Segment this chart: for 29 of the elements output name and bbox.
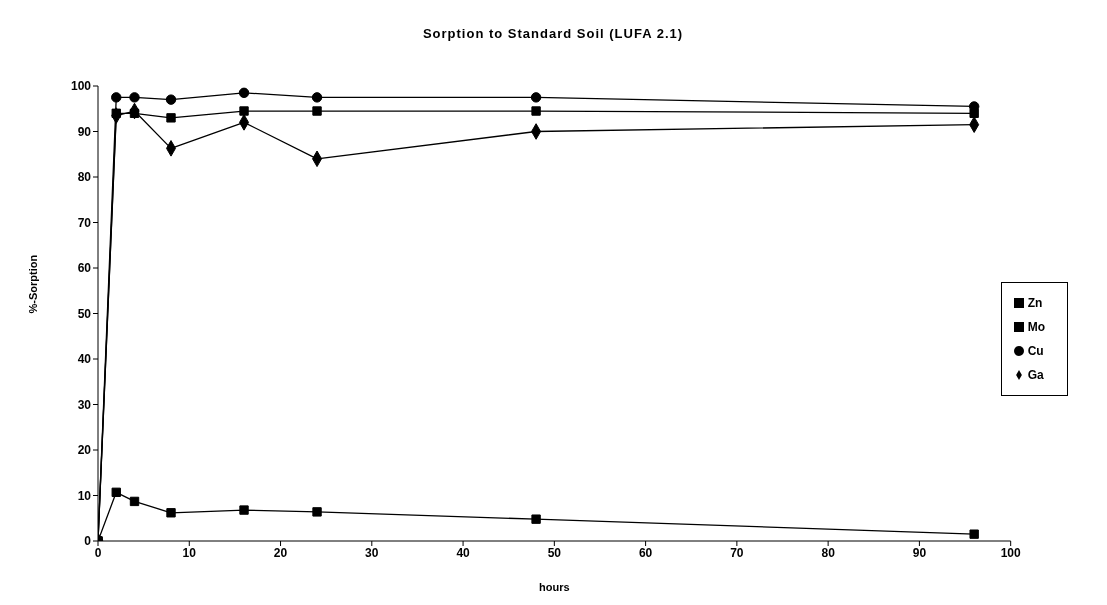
legend-label: Ga: [1027, 367, 1044, 382]
x-tick-label: 10: [182, 545, 197, 560]
legend-label: Zn: [1027, 295, 1043, 310]
x-axis-title: hours: [539, 581, 570, 593]
x-tick-label: 80: [821, 545, 836, 560]
y-tick-label: 90: [77, 124, 92, 139]
x-tick-label: 20: [273, 545, 288, 560]
y-axis-title: %-Sorption: [26, 254, 39, 314]
y-tick-label: 80: [77, 170, 92, 185]
y-tick-label: 50: [77, 306, 92, 321]
y-tick-label: 70: [77, 215, 92, 230]
legend-label: Mo: [1027, 319, 1045, 334]
chart-title: Sorption to Standard Soil (LUFA 2.1): [421, 25, 685, 43]
y-tick-label: 20: [77, 443, 92, 458]
x-tick-label: 50: [547, 545, 562, 560]
y-tick-label: 60: [77, 261, 92, 276]
y-tick-label: 30: [77, 397, 92, 412]
x-tick-label: 30: [365, 545, 379, 560]
y-tick-label: 100: [70, 79, 92, 94]
x-tick-label: 70: [730, 545, 744, 560]
x-tick-label: 0: [94, 545, 102, 560]
y-tick-label: 10: [77, 488, 92, 503]
y-tick-label: 40: [77, 352, 92, 367]
x-tick-label: 40: [456, 545, 471, 560]
x-tick-label: 60: [638, 545, 653, 560]
y-tick-label: 0: [84, 534, 92, 549]
legend-label: Cu: [1027, 343, 1044, 358]
x-tick-label: 100: [1000, 545, 1021, 560]
x-tick-label: 90: [912, 545, 927, 560]
